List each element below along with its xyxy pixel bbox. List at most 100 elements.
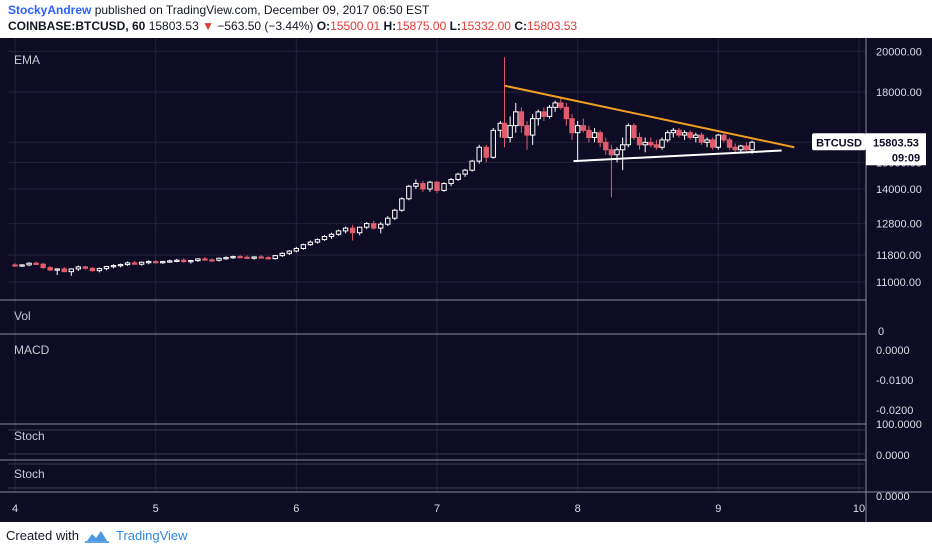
candle-down (569, 118, 575, 134)
candle-down (586, 129, 592, 138)
tradingview-cloud-icon (85, 531, 109, 543)
y-tick-label: 20000.00 (876, 46, 922, 58)
last-price: 15803.53 (148, 19, 199, 33)
candle-up (469, 160, 475, 171)
y-tick-label: 11000.00 (876, 277, 921, 289)
pane-tick-label: -0.0200 (876, 405, 913, 417)
last-price-tag: 15803.53 (873, 137, 919, 149)
candle-up (399, 198, 405, 211)
candle-up (441, 183, 447, 191)
y-tick-label: 12800.00 (876, 219, 922, 231)
candle-down (541, 111, 547, 117)
open-label: O: (316, 19, 331, 33)
candle-up (174, 259, 180, 262)
pane-label-stoch: Stoch (14, 467, 45, 481)
candle-down (597, 132, 603, 143)
candle-down (698, 134, 705, 143)
candle-up (455, 173, 461, 180)
symbol-tag-bg (812, 133, 866, 151)
candle-down (434, 181, 440, 191)
candle-up (195, 258, 201, 262)
tradingview-logo-text[interactable]: TradingView (116, 528, 188, 543)
candle-down (524, 125, 530, 136)
candle-up (251, 256, 257, 259)
published-text: published on TradingView.com, December 0… (94, 3, 430, 17)
candle-down (483, 146, 489, 158)
low-label: L: (449, 19, 461, 33)
candle-up (223, 257, 229, 260)
candle-up (356, 226, 363, 234)
candle-up (230, 256, 236, 259)
candle-down (603, 141, 609, 151)
candle-down (653, 144, 660, 148)
candle-up (279, 252, 285, 257)
x-tick-label: 4 (12, 503, 18, 515)
chart-header: StockyAndrew published on TradingView.co… (0, 0, 932, 38)
candle-down (732, 146, 738, 151)
candle-up (625, 125, 631, 146)
x-tick-label: 8 (575, 503, 581, 515)
candle-down (676, 129, 682, 136)
pane-label-macd: MACD (14, 343, 50, 357)
high-label: H: (383, 19, 397, 33)
candle-up (413, 183, 419, 187)
candle-up (385, 217, 391, 225)
candle-up (54, 268, 60, 271)
candle-up (138, 261, 145, 265)
candle-up (110, 265, 117, 268)
support-trendline (573, 149, 782, 163)
candle-up (659, 139, 665, 148)
candle-down (687, 132, 693, 138)
candle-down (47, 267, 53, 271)
candle-up (272, 255, 278, 260)
candle-up (693, 134, 699, 138)
candle-down (244, 256, 250, 259)
pane-tick-label: -0.0100 (876, 375, 913, 387)
pane-tick-label: 0.0000 (876, 450, 910, 462)
candle-up (513, 111, 519, 127)
candle-down (518, 111, 525, 127)
candle-down (648, 141, 654, 146)
candle-down (349, 227, 356, 234)
candle-up (124, 262, 131, 266)
candle-up (462, 169, 468, 175)
candle-down (181, 259, 187, 263)
y-tick-label: 14000.00 (876, 184, 922, 196)
candle-up (19, 264, 25, 267)
symbol-tag: BTCUSD (816, 137, 862, 149)
candle-up (490, 129, 496, 158)
candle-up (96, 268, 103, 272)
candle-up (546, 106, 553, 117)
last-price-bg (866, 133, 926, 166)
candle-down (420, 183, 426, 190)
candle-up (574, 125, 581, 134)
candle-down (371, 223, 377, 229)
pane-label-stoch: Stoch (14, 429, 45, 443)
open-value: 15500.01 (330, 19, 381, 33)
x-tick-label: 7 (434, 503, 440, 515)
candle-down (501, 122, 508, 138)
candle-down (258, 256, 264, 259)
pane-label-ema: EMA (14, 53, 40, 67)
candle-up (300, 244, 307, 249)
candle-up (117, 264, 124, 267)
candle-up (681, 132, 688, 136)
close-label: C: (514, 19, 527, 33)
candle-up (314, 239, 321, 243)
x-tick-label: 5 (153, 503, 159, 515)
candle-down (202, 258, 208, 261)
candle-down (82, 266, 89, 269)
candle-down (558, 102, 564, 108)
candle-up (293, 247, 300, 252)
candle-down (743, 145, 750, 151)
candle-up (476, 146, 482, 162)
pane-tick-label: 0.0000 (876, 491, 910, 503)
publication-line: StockyAndrew published on TradingView.co… (8, 3, 429, 17)
candlestick-chart[interactable]: EMAVolMACDStochStoch20000.0018000.001500… (0, 38, 932, 522)
countdown-tag: 09:09 (892, 152, 920, 164)
candle-down (563, 106, 570, 120)
created-with-text: Created with (6, 528, 79, 543)
author-link[interactable]: StockyAndrew (8, 3, 92, 17)
chart-area[interactable]: EMAVolMACDStochStoch20000.0018000.001500… (0, 38, 932, 522)
candle-up (167, 260, 173, 263)
